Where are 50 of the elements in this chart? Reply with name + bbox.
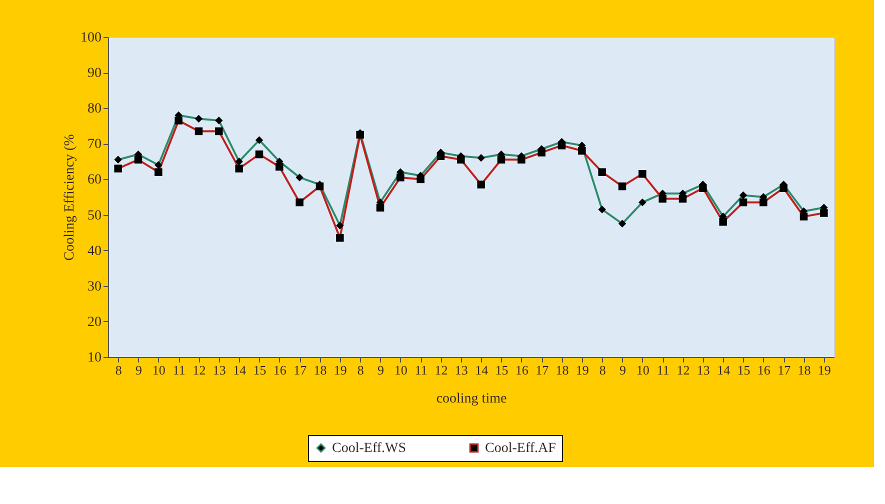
y-tick-label: 60	[88, 172, 102, 188]
x-tick-label: 13	[212, 362, 226, 378]
x-tick-label: 17	[294, 362, 308, 378]
y-tick-label: 40	[88, 244, 102, 259]
y-tick-label: 20	[88, 314, 102, 330]
legend-label: Cool-Eff.WS	[332, 441, 406, 456]
y-tick-label: 70	[88, 137, 102, 152]
x-tick-label: 19	[576, 362, 589, 378]
x-tick-label: 13	[454, 362, 468, 378]
x-tick-label: 14	[475, 362, 489, 378]
x-tick-label: 10	[394, 362, 408, 378]
x-tick-label: 14	[233, 362, 247, 378]
y-tick-label: 90	[88, 66, 102, 82]
x-tick-label: 14	[717, 362, 731, 378]
x-tick-label: 18	[556, 362, 569, 378]
x-tick-label: 17	[536, 362, 550, 378]
x-tick-label: 8	[599, 362, 606, 378]
x-tick-label: 8	[115, 362, 122, 378]
x-tick-label: 15	[737, 362, 750, 378]
x-tick-label: 18	[798, 362, 811, 378]
y-tick-label: 100	[80, 30, 102, 46]
y-axis-title: Cooling Efficiency (%	[62, 134, 78, 261]
x-tick-label: 17	[778, 362, 792, 378]
x-tick-label: 12	[676, 362, 690, 378]
y-tick-label: 10	[88, 350, 102, 366]
y-tick-label: 80	[88, 102, 102, 117]
x-tick-label: 9	[378, 362, 384, 378]
x-axis-title: cooling time	[436, 392, 507, 406]
x-tick-label: 16	[273, 362, 287, 378]
y-tick-label: 30	[88, 279, 102, 294]
legend-label: Cool-Eff.AF	[485, 441, 556, 456]
x-tick-label: 19	[818, 362, 831, 378]
x-tick-label: 12	[434, 362, 448, 378]
x-tick-label: 9	[136, 362, 142, 378]
x-tick-label: 19	[334, 362, 347, 378]
x-tick-label: 13	[696, 362, 710, 378]
x-tick-label: 15	[253, 362, 266, 378]
x-tick-label: 15	[495, 362, 508, 378]
x-tick-label: 16	[757, 362, 771, 378]
x-tick-label: 11	[656, 362, 670, 378]
x-tick-label: 11	[172, 362, 186, 378]
x-tick-label: 16	[515, 362, 529, 378]
x-tick-label: 10	[636, 362, 650, 378]
x-tick-label: 18	[314, 362, 327, 378]
x-tick-label: 11	[414, 362, 428, 378]
x-tick-label: 12	[192, 362, 206, 378]
y-tick-label: 50	[88, 208, 102, 224]
x-tick-label: 9	[620, 362, 626, 378]
x-tick-label: 8	[357, 362, 364, 378]
x-tick-label: 10	[152, 362, 166, 378]
